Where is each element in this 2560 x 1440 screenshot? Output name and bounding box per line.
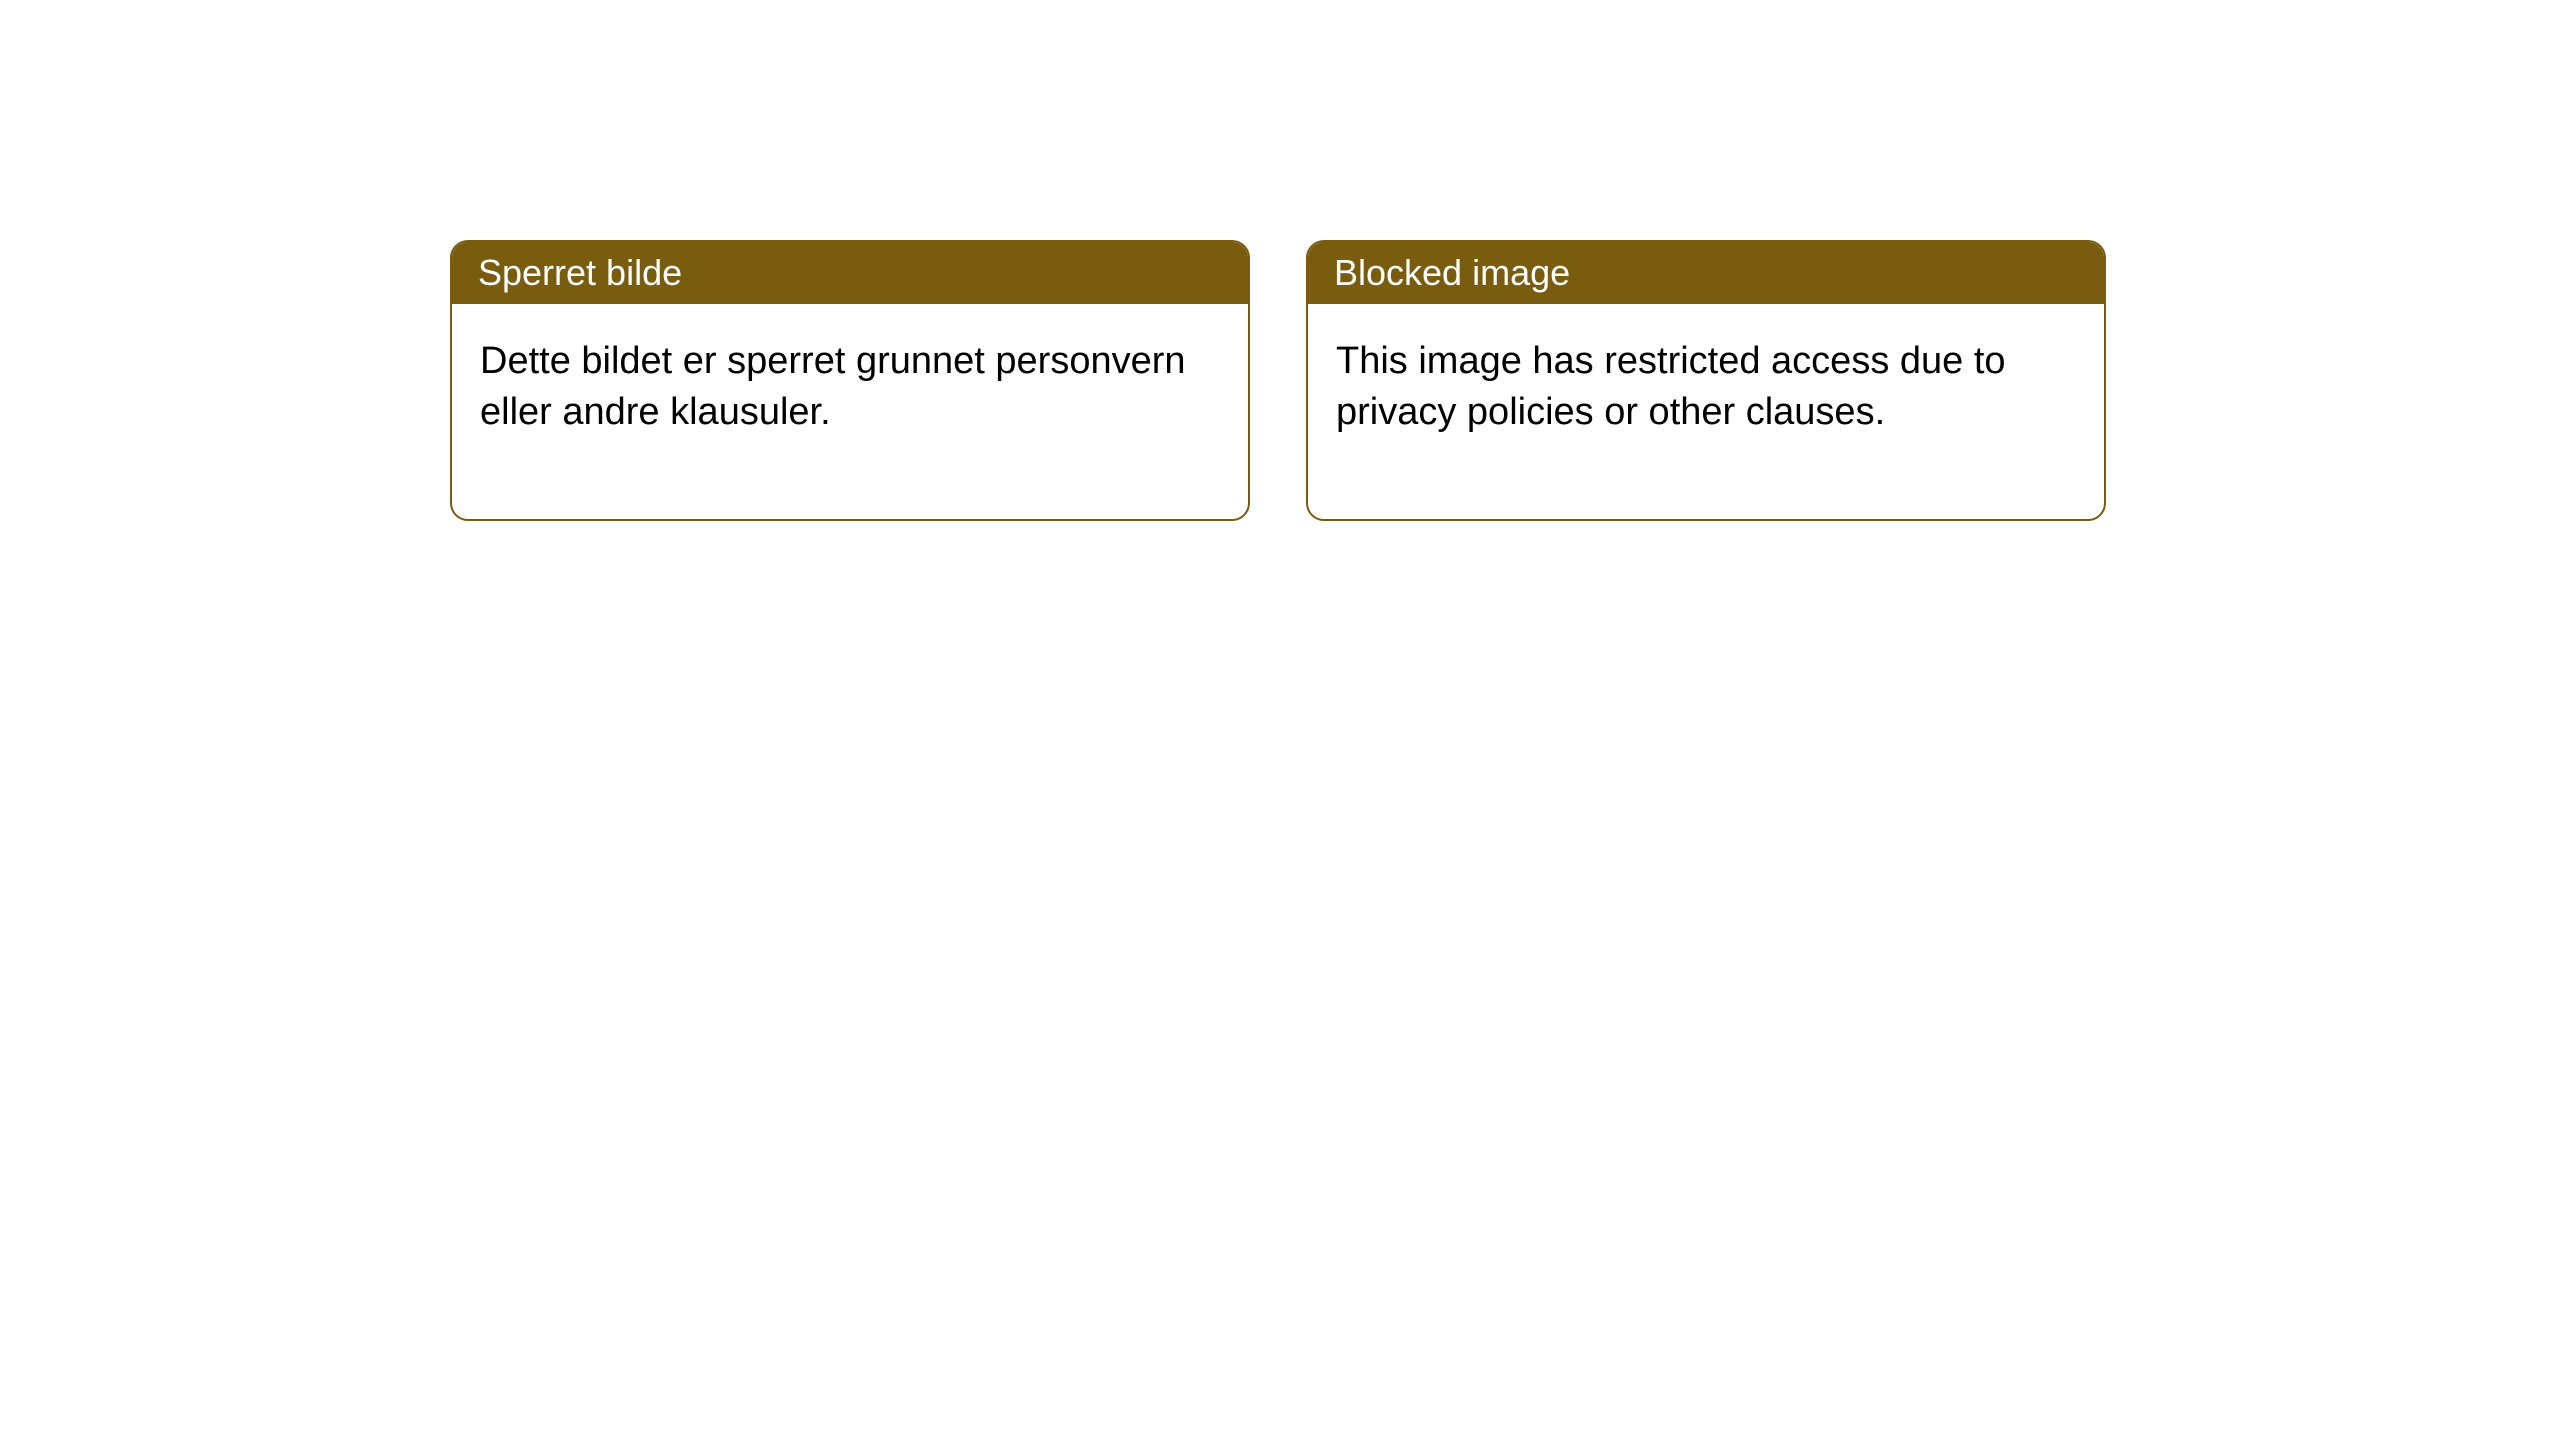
notice-card-norwegian: Sperret bilde Dette bildet er sperret gr…	[450, 240, 1250, 521]
notice-header-english: Blocked image	[1308, 242, 2104, 304]
notice-body-english: This image has restricted access due to …	[1308, 304, 2104, 519]
notice-body-norwegian: Dette bildet er sperret grunnet personve…	[452, 304, 1248, 519]
notice-header-norwegian: Sperret bilde	[452, 242, 1248, 304]
notice-card-english: Blocked image This image has restricted …	[1306, 240, 2106, 521]
notice-container: Sperret bilde Dette bildet er sperret gr…	[0, 0, 2560, 521]
